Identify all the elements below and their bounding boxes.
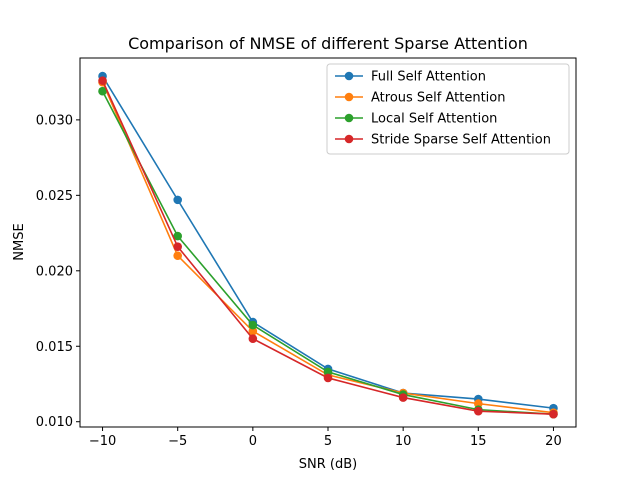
data-point: [398, 393, 408, 402]
legend-entry: Full Self Attention: [335, 70, 486, 85]
legend-marker: [344, 71, 354, 81]
legend-entry: Stride Sparse Self Attention: [335, 133, 551, 148]
x-axis: −10 −5 0 5 10 15 20: [89, 427, 562, 449]
data-point: [248, 334, 258, 344]
series-group: [98, 76, 558, 419]
data-point: [323, 373, 333, 383]
x-tick-label: −10: [89, 434, 116, 449]
x-tick-label: 5: [324, 434, 332, 449]
y-axis: 0.010 0.015 0.020 0.025 0.030: [36, 113, 80, 430]
legend-marker: [344, 134, 354, 144]
data-point: [248, 326, 258, 336]
y-tick-label: 0.010: [36, 415, 73, 430]
data-point: [98, 86, 107, 96]
legend-entry: Local Self Attention: [335, 112, 497, 127]
y-tick-label: 0.020: [36, 264, 73, 279]
x-tick-label: 0: [249, 434, 257, 449]
data-point: [173, 231, 182, 241]
data-point: [98, 76, 107, 85]
x-axis-label: SNR (dB): [299, 457, 357, 472]
data-point: [474, 406, 483, 416]
legend-label: Stride Sparse Self Attention: [371, 133, 551, 148]
data-point: [173, 195, 182, 205]
axes-frame: [79, 57, 577, 428]
x-tick-label: 15: [470, 434, 487, 449]
data-point: [474, 399, 483, 408]
data-point: [549, 409, 558, 419]
plot-area: [98, 71, 558, 419]
x-tick-label: −5: [168, 434, 187, 449]
legend-box: [326, 63, 570, 155]
x-tick-label: 20: [545, 434, 562, 449]
legend-label: Atrous Self Attention: [371, 91, 506, 106]
y-axis-label: NMSE: [12, 223, 27, 260]
data-point: [173, 242, 182, 251]
x-tick-label: 10: [395, 434, 412, 449]
legend: Full Self Attention Atrous Self Attention…: [326, 63, 570, 155]
legend-entry: Atrous Self Attention: [335, 91, 506, 106]
data-point: [248, 320, 258, 330]
legend-label: Local Self Attention: [371, 112, 497, 127]
data-point: [323, 367, 333, 377]
y-tick-label: 0.025: [36, 189, 73, 204]
y-tick-label: 0.015: [36, 340, 73, 355]
legend-marker: [344, 92, 354, 102]
chart-title: Comparison of NMSE of different Sparse A…: [128, 34, 528, 53]
y-tick-label: 0.030: [36, 113, 73, 128]
legend-marker: [344, 113, 354, 123]
legend-label: Full Self Attention: [371, 70, 486, 85]
data-point: [173, 251, 182, 261]
